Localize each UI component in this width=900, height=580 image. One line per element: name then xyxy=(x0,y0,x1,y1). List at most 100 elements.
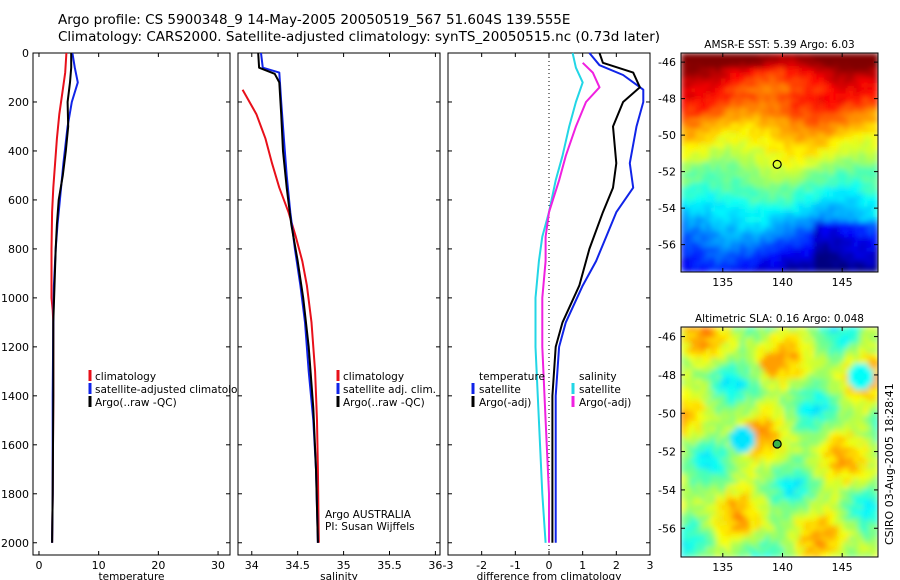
map-cell xyxy=(833,132,840,139)
map-cell xyxy=(745,379,751,386)
map-cell xyxy=(809,167,815,174)
map-cell xyxy=(873,421,878,427)
map-cell xyxy=(700,182,707,188)
map-cell xyxy=(754,82,761,89)
map-cell xyxy=(710,379,717,386)
map-cell xyxy=(848,327,854,333)
map-cell xyxy=(779,509,786,516)
map-cell xyxy=(720,431,726,438)
map-cell xyxy=(789,207,795,213)
map-cell xyxy=(843,157,850,164)
map-cell xyxy=(710,257,717,263)
map-cell xyxy=(818,82,825,89)
map-cell xyxy=(789,421,795,427)
map-cell xyxy=(725,478,731,485)
map-cell xyxy=(685,342,692,349)
map-cell xyxy=(833,142,840,149)
map-cell xyxy=(813,368,820,375)
map-cell xyxy=(794,53,800,59)
map-cell xyxy=(681,389,687,396)
map-cell xyxy=(745,410,751,417)
map-cell xyxy=(799,489,805,495)
map-cell xyxy=(873,515,878,522)
map-cell xyxy=(868,509,874,516)
map-cell xyxy=(695,237,702,243)
map-cell xyxy=(754,327,761,333)
map-cell xyxy=(695,67,702,74)
map-cell xyxy=(799,242,805,248)
map-cell xyxy=(838,262,845,268)
map-cell xyxy=(804,122,810,129)
map-cell xyxy=(725,127,731,134)
map-cell xyxy=(774,127,781,134)
map-cell xyxy=(784,82,790,89)
map-cell xyxy=(754,426,761,433)
map-cell xyxy=(769,222,776,228)
map-cell xyxy=(789,132,795,139)
map-cell xyxy=(759,525,766,532)
map-cell xyxy=(681,237,687,243)
x-tick-label: 35.5 xyxy=(377,559,402,572)
map-cell xyxy=(804,358,810,365)
map-cell xyxy=(863,520,869,527)
map-cell xyxy=(804,405,810,412)
map-cell xyxy=(823,82,830,89)
map-cell xyxy=(705,363,712,370)
map-cell xyxy=(838,237,845,243)
map-cell xyxy=(769,368,776,375)
map-cell xyxy=(710,551,717,557)
map-cell xyxy=(818,112,825,119)
map-cell xyxy=(685,337,692,344)
map-cell xyxy=(794,127,800,134)
map-cell xyxy=(730,247,736,253)
map-cell xyxy=(695,127,702,134)
map-cell xyxy=(695,478,702,485)
map-cell xyxy=(749,494,756,501)
map-cell xyxy=(695,374,702,380)
map-cell xyxy=(873,379,878,386)
map-cell xyxy=(759,132,766,139)
map-cell xyxy=(779,489,786,495)
map-cell xyxy=(823,87,830,94)
map-cell xyxy=(690,172,697,179)
map-cell xyxy=(828,252,835,258)
x-tick-label: -3 xyxy=(443,559,454,572)
map-cell xyxy=(745,97,751,104)
map-cell xyxy=(848,182,854,188)
map-cell xyxy=(759,410,766,417)
map-cell xyxy=(725,172,731,179)
map-cell xyxy=(754,337,761,344)
map-cell xyxy=(809,252,815,258)
map-cell xyxy=(794,262,800,268)
map-cell xyxy=(828,436,835,443)
map-cell xyxy=(794,384,800,391)
map-cell xyxy=(690,197,697,203)
map-cell xyxy=(784,421,790,427)
map-cell xyxy=(685,426,692,433)
map-cell xyxy=(705,237,712,243)
map-cell xyxy=(863,102,869,109)
map-cell xyxy=(710,122,717,129)
map-cell xyxy=(700,192,707,198)
map-cell xyxy=(804,421,810,427)
map-cell xyxy=(705,525,712,532)
map-cell xyxy=(828,426,835,433)
map-cell xyxy=(838,147,845,154)
map-cell xyxy=(710,192,717,198)
map-cell xyxy=(789,426,795,433)
map-cell xyxy=(740,394,746,401)
map-cell xyxy=(858,132,864,139)
map-cell xyxy=(809,177,815,184)
map-cell xyxy=(818,520,825,527)
map-cell xyxy=(799,421,805,427)
map-cell xyxy=(681,53,687,59)
map-cell xyxy=(730,551,736,557)
map-cell xyxy=(754,520,761,527)
map-cell xyxy=(828,247,835,253)
map-cell xyxy=(730,152,736,159)
map-cell xyxy=(749,217,756,223)
map-cell xyxy=(799,415,805,422)
map-cell xyxy=(789,187,795,193)
map-cell xyxy=(681,415,687,422)
map-cell xyxy=(779,132,786,139)
